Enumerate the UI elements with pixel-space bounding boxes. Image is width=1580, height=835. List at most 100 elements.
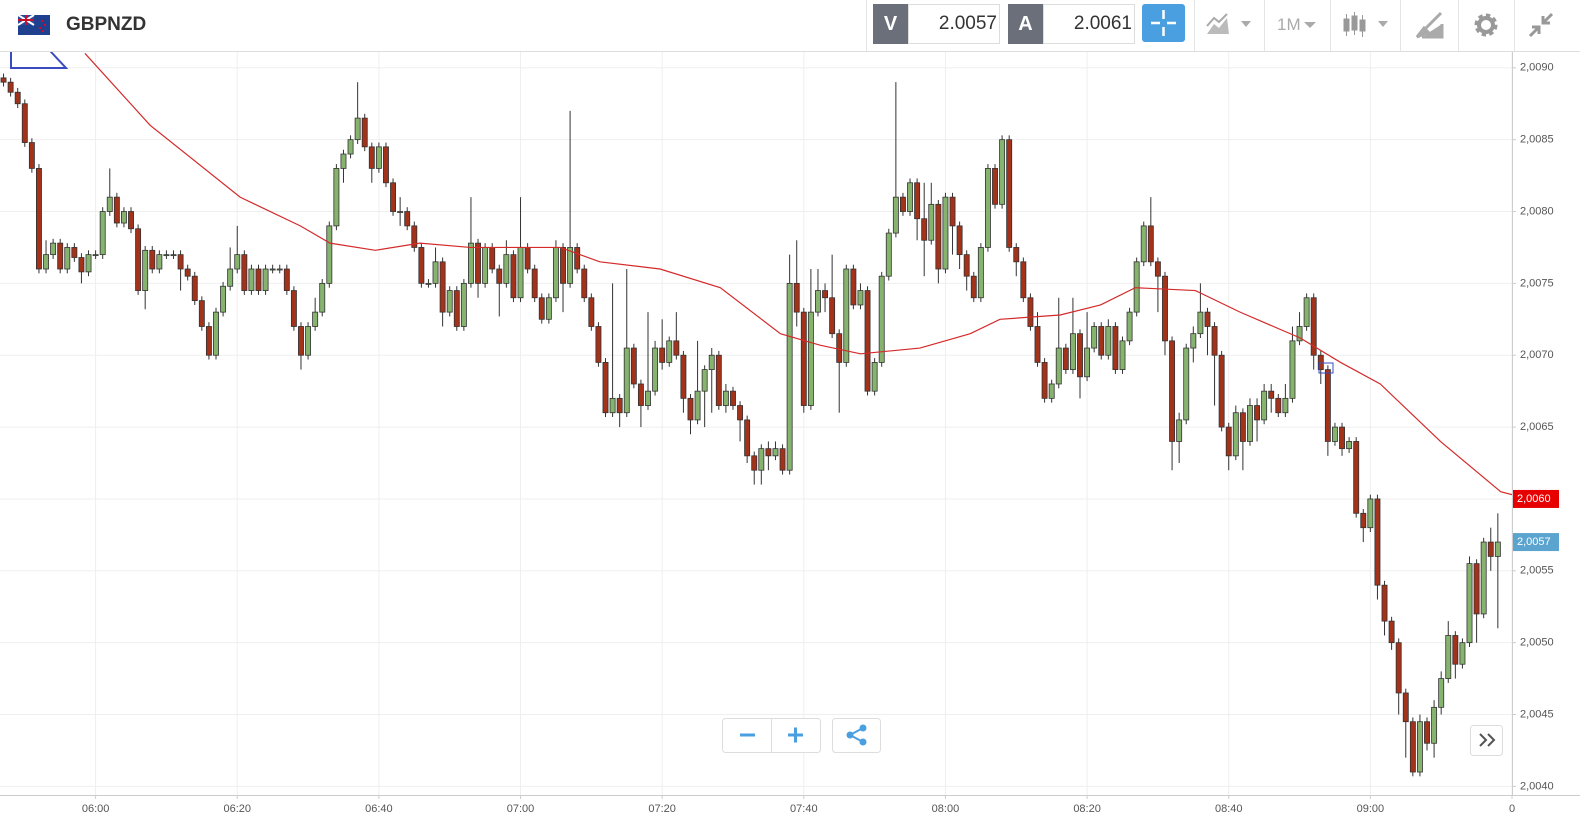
- candle-body-down: [560, 247, 566, 284]
- candle-body-up: [1084, 347, 1091, 378]
- y-tick-label: 2,0070: [1520, 349, 1554, 361]
- candle-body-down: [113, 196, 120, 224]
- candle-body-down: [1006, 139, 1013, 248]
- candle-body-up: [1296, 326, 1303, 342]
- candle-body-up: [984, 168, 991, 248]
- candle-body-down: [836, 333, 843, 363]
- moving-average: [84, 53, 1512, 496]
- chart-type-button[interactable]: [1205, 12, 1257, 38]
- candle-body-down: [283, 268, 290, 291]
- x-tick-label: 06:00: [82, 803, 110, 815]
- grid: [0, 52, 1513, 795]
- candle-body-up: [312, 311, 319, 327]
- candle-body-up: [305, 326, 312, 356]
- timeframe-button[interactable]: 1M: [1277, 15, 1301, 34]
- collapse-button[interactable]: [1527, 11, 1555, 39]
- candle-body-up: [347, 139, 354, 155]
- candle-body-up: [1232, 412, 1239, 457]
- candle-body-down: [1062, 347, 1069, 371]
- candle-body-up: [1459, 642, 1466, 665]
- buy-button[interactable]: A: [1008, 4, 1043, 44]
- candle-body-up: [1247, 405, 1253, 442]
- candle-body-up: [1303, 297, 1310, 327]
- y-tick-label: 2,0065: [1520, 421, 1554, 433]
- candle-body-down: [1324, 369, 1331, 442]
- candle-body-up: [276, 268, 283, 271]
- candle-body-up: [142, 249, 149, 291]
- candle-body-down: [411, 225, 418, 248]
- candle-body-up: [885, 232, 892, 277]
- candle-body-up: [460, 282, 467, 327]
- candle-body-down: [800, 311, 807, 406]
- candle-body-down: [1211, 326, 1218, 356]
- candle-body-down: [78, 257, 85, 273]
- separator: [1264, 0, 1265, 51]
- candle-body-up: [708, 354, 715, 371]
- symbol: GBPNZD: [66, 14, 147, 35]
- candle-body-down: [822, 290, 828, 299]
- candle-body-up: [333, 168, 340, 227]
- candle-body-down: [1381, 584, 1388, 622]
- candle-body-down: [255, 268, 262, 291]
- candle-body-down: [779, 448, 786, 471]
- candle-body-down: [737, 405, 744, 421]
- candle-body-up: [248, 268, 255, 291]
- x-tick-label: 06:40: [365, 803, 393, 815]
- y-tick-label: 2,0075: [1520, 277, 1554, 289]
- candle-body-down: [921, 218, 928, 241]
- drawing-marker[interactable]: [1318, 362, 1334, 374]
- sell-button[interactable]: V: [873, 4, 908, 44]
- candle-body-up: [545, 297, 552, 320]
- candle-body-down: [630, 347, 637, 385]
- candle-body-up: [807, 311, 814, 406]
- x-tick-label: 07:40: [790, 803, 818, 815]
- candle-body-down: [7, 81, 14, 93]
- zoom-in[interactable]: [788, 727, 803, 743]
- scroll-icon: [1479, 733, 1496, 747]
- candle-body-down: [1473, 563, 1480, 615]
- candle-body-up: [843, 268, 850, 363]
- share-button[interactable]: [832, 718, 881, 753]
- candle-type-button[interactable]: [1342, 11, 1392, 39]
- candle-body-down: [205, 326, 212, 356]
- candle-body-up: [106, 196, 113, 212]
- settings-button[interactable]: [1472, 11, 1500, 39]
- zoom-controls: [722, 718, 1503, 756]
- candle-body-down: [191, 275, 198, 302]
- candle-body-up: [50, 242, 57, 256]
- draw-tool-button[interactable]: [1414, 10, 1446, 40]
- candle-body-up: [666, 340, 673, 363]
- candle-body-up: [1048, 383, 1055, 399]
- candle-body-down: [715, 354, 722, 406]
- candle-body-up: [468, 242, 474, 284]
- candle-body-down: [524, 247, 531, 270]
- candle-body-up: [815, 290, 821, 313]
- candle-body-down: [510, 254, 517, 299]
- candle-body-up: [156, 254, 163, 270]
- separator: [1330, 0, 1331, 51]
- candle-body-up: [1176, 419, 1183, 442]
- candle-body-down: [21, 103, 28, 143]
- x-tick-label: 08:00: [932, 803, 960, 815]
- price-marker-label: 2,0060: [1517, 493, 1551, 505]
- candle-body-down: [1409, 721, 1416, 773]
- candle-body-down: [864, 290, 871, 392]
- candle-body-up: [1069, 333, 1076, 371]
- candle-body-down: [57, 242, 64, 270]
- candle-body-up: [503, 254, 510, 284]
- candle-body-down: [1395, 642, 1402, 694]
- candle-body-down: [751, 455, 758, 471]
- crosshair-button[interactable]: [1142, 4, 1185, 42]
- candle-body-up: [1494, 541, 1501, 557]
- candle-body-up: [623, 347, 630, 414]
- separator: [866, 0, 867, 51]
- candle-body-down: [900, 196, 906, 212]
- candle-body-up: [1480, 541, 1487, 615]
- candle-body-down: [1268, 390, 1275, 399]
- candle-body-up: [354, 117, 361, 141]
- candle-body-down: [1162, 275, 1168, 342]
- candle-body-up: [892, 196, 899, 234]
- candle-body-down: [1388, 620, 1395, 644]
- candle-body-up: [425, 282, 432, 285]
- candle-body-up: [1282, 397, 1289, 414]
